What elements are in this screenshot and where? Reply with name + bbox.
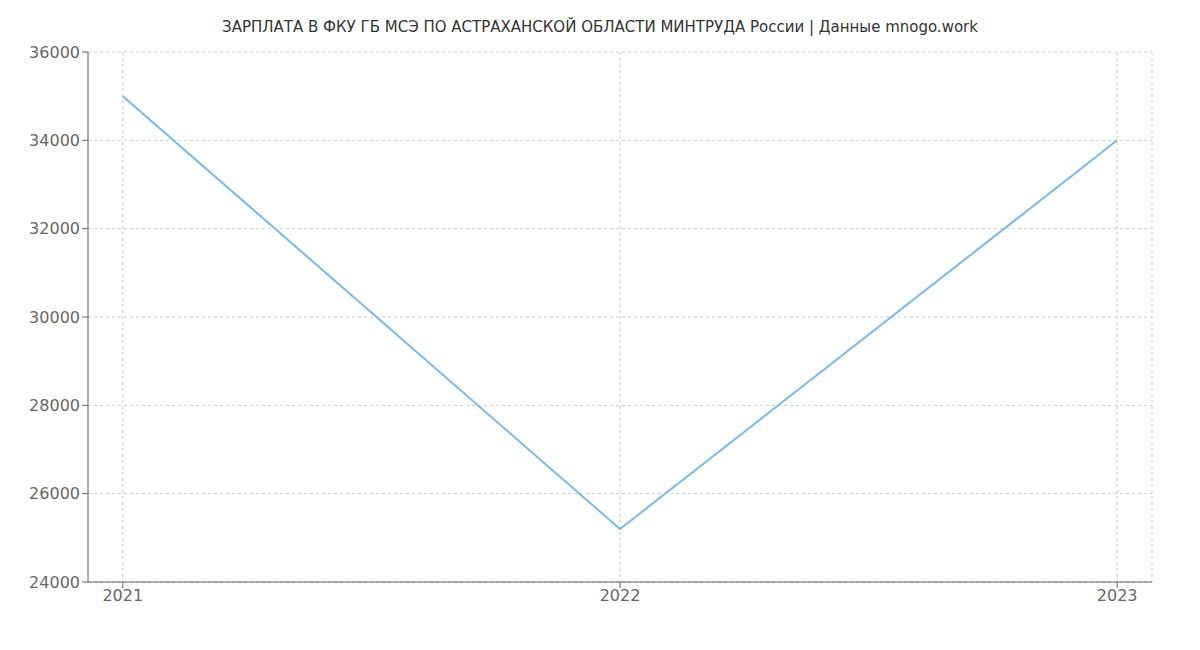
svg-text:28000: 28000 bbox=[29, 396, 80, 415]
svg-text:36000: 36000 bbox=[29, 43, 80, 62]
svg-text:32000: 32000 bbox=[29, 219, 80, 238]
svg-text:34000: 34000 bbox=[29, 131, 80, 150]
svg-text:30000: 30000 bbox=[29, 308, 80, 327]
svg-text:2022: 2022 bbox=[600, 586, 641, 605]
svg-text:26000: 26000 bbox=[29, 484, 80, 503]
html-text:ЗАРПЛАТА В ФКУ ГБ МСЭ ПО АСТРА: ЗАРПЛАТА В ФКУ ГБ МСЭ ПО АСТРАХАНСКОЙ ОБ… bbox=[222, 18, 978, 36]
svg-text:2021: 2021 bbox=[102, 586, 143, 605]
svg-text:24000: 24000 bbox=[29, 573, 80, 592]
svg-text:2023: 2023 bbox=[1097, 586, 1138, 605]
